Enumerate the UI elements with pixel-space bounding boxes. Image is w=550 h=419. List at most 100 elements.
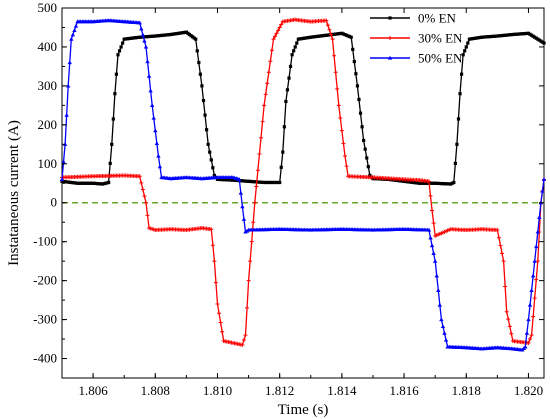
- data-point: [458, 92, 462, 96]
- data-point: [339, 128, 344, 133]
- data-point: [203, 113, 207, 117]
- data-point: [248, 259, 253, 264]
- y-tick-label: -300: [33, 312, 57, 327]
- data-point: [440, 324, 446, 328]
- data-point: [111, 117, 115, 121]
- data-point: [325, 23, 330, 28]
- data-point: [119, 45, 123, 49]
- data-point: [114, 72, 119, 76]
- data-point: [453, 161, 457, 165]
- series-2: [59, 18, 547, 352]
- plot-area: [59, 7, 547, 379]
- x-tick-label: 1.814: [327, 383, 357, 398]
- data-point: [524, 331, 530, 335]
- y-tick-label: -100: [33, 234, 57, 249]
- data-point: [358, 111, 363, 115]
- data-point: [501, 259, 506, 264]
- data-point: [263, 92, 268, 97]
- data-point: [429, 243, 435, 248]
- data-point: [145, 59, 150, 64]
- data-point: [365, 156, 369, 160]
- data-point: [529, 333, 534, 338]
- data-point: [210, 243, 215, 248]
- data-point: [257, 152, 262, 157]
- y-tick-label: 0: [51, 195, 58, 210]
- data-point: [237, 177, 242, 181]
- data-point: [153, 128, 158, 133]
- data-point: [276, 28, 281, 33]
- data-point: [259, 135, 264, 140]
- data-point: [277, 25, 282, 30]
- data-point: [541, 177, 547, 181]
- data-point: [357, 97, 361, 102]
- data-point: [534, 277, 539, 282]
- data-point: [526, 317, 531, 322]
- data-point: [156, 153, 161, 158]
- data-point: [251, 220, 256, 225]
- data-point: [157, 164, 163, 169]
- x-axis-title: Time (s): [278, 402, 329, 418]
- data-point: [243, 333, 248, 338]
- data-point: [205, 128, 209, 132]
- data-point: [503, 284, 508, 289]
- data-point: [198, 72, 202, 76]
- data-point: [464, 45, 468, 49]
- legend: 0% EN 30% EN 50% EN: [370, 11, 463, 66]
- data-point: [62, 142, 68, 146]
- data-point: [240, 204, 245, 209]
- data-point: [262, 103, 267, 108]
- data-point: [61, 159, 66, 164]
- series-0: [60, 30, 546, 186]
- data-point: [327, 27, 332, 32]
- data-point: [287, 76, 291, 80]
- data-point: [387, 55, 393, 60]
- data-point: [281, 150, 285, 154]
- data-point: [72, 28, 77, 32]
- series-1: [60, 17, 546, 347]
- data-point: [456, 117, 461, 121]
- data-point: [220, 329, 225, 334]
- data-point: [530, 273, 536, 278]
- data-point: [535, 229, 540, 234]
- data-point: [140, 187, 145, 192]
- series-line: [61, 19, 545, 346]
- data-point: [240, 342, 245, 347]
- data-point: [324, 18, 329, 23]
- data-point: [260, 119, 265, 124]
- y-axis-title: Instataneous current (A): [6, 120, 22, 266]
- data-point: [531, 314, 536, 319]
- data-point: [252, 200, 257, 205]
- x-tick-label: 1.816: [389, 383, 419, 398]
- data-point: [218, 320, 223, 325]
- data-point: [215, 302, 220, 306]
- data-point: [116, 53, 120, 57]
- data-point: [542, 41, 546, 45]
- data-point: [443, 337, 449, 342]
- data-point: [437, 302, 443, 307]
- y-tick-label: 400: [38, 39, 58, 54]
- data-point: [436, 288, 441, 292]
- data-point: [285, 88, 290, 92]
- data-point: [137, 174, 142, 179]
- data-point: [295, 41, 299, 45]
- data-point: [59, 177, 65, 181]
- data-point: [69, 36, 74, 41]
- data-point: [110, 142, 114, 146]
- data-point: [245, 305, 250, 310]
- data-point: [434, 273, 439, 278]
- data-point: [360, 125, 364, 129]
- x-tick-label: 1.810: [203, 383, 232, 398]
- data-point: [529, 288, 534, 292]
- data-point: [121, 41, 125, 45]
- data-point: [64, 112, 69, 117]
- data-point: [279, 165, 283, 169]
- legend-label: 0% EN: [418, 11, 457, 26]
- data-point: [151, 115, 156, 120]
- data-point: [528, 337, 533, 342]
- data-point: [363, 147, 367, 151]
- series-layer: [59, 17, 547, 352]
- data-point: [455, 142, 459, 146]
- data-point: [342, 154, 347, 158]
- data-point: [195, 49, 199, 53]
- data-point: [527, 302, 533, 307]
